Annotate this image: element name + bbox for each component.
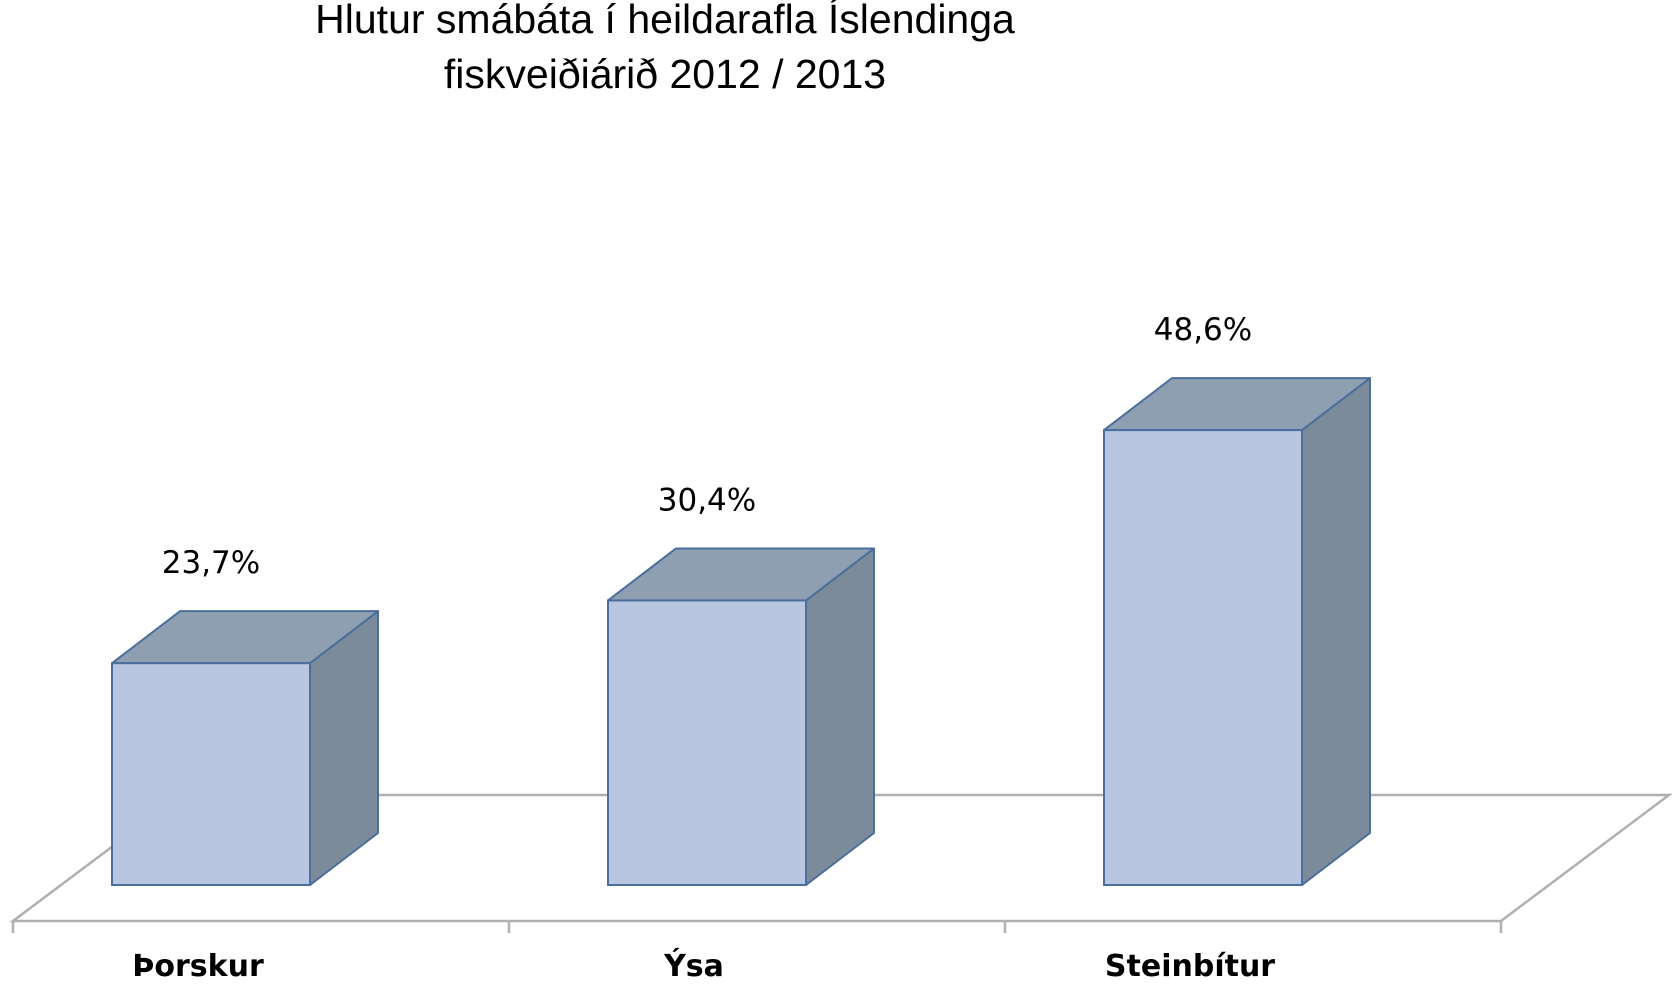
bar-1 (111, 610, 379, 887)
data-label-2: 30,4% (658, 482, 756, 518)
bar-side-face (805, 547, 875, 886)
data-labels: 23,7% 30,4% 48,6% (162, 312, 1252, 581)
data-label-1: 23,7% (162, 545, 260, 581)
chart-title-line-2: fiskveiðiárið 2012 / 2013 (444, 51, 886, 97)
bar-front-face (1103, 429, 1303, 886)
data-label-3: 48,6% (1154, 312, 1252, 348)
bar-front-face (111, 662, 311, 887)
category-label-1: Þorskur (132, 949, 264, 984)
category-labels: Þorskur Ýsa Steinbítur (132, 947, 1275, 984)
bar-side-face (1301, 377, 1371, 886)
bar-front-face (607, 599, 807, 886)
bar-3 (1103, 377, 1371, 886)
bar-2 (607, 547, 875, 886)
chart-title-line-1: Hlutur smábáta í heildarafla Íslendinga (315, 0, 1015, 42)
category-label-3: Steinbítur (1105, 949, 1275, 984)
bars (111, 377, 1371, 887)
category-label-2: Ýsa (663, 947, 724, 984)
